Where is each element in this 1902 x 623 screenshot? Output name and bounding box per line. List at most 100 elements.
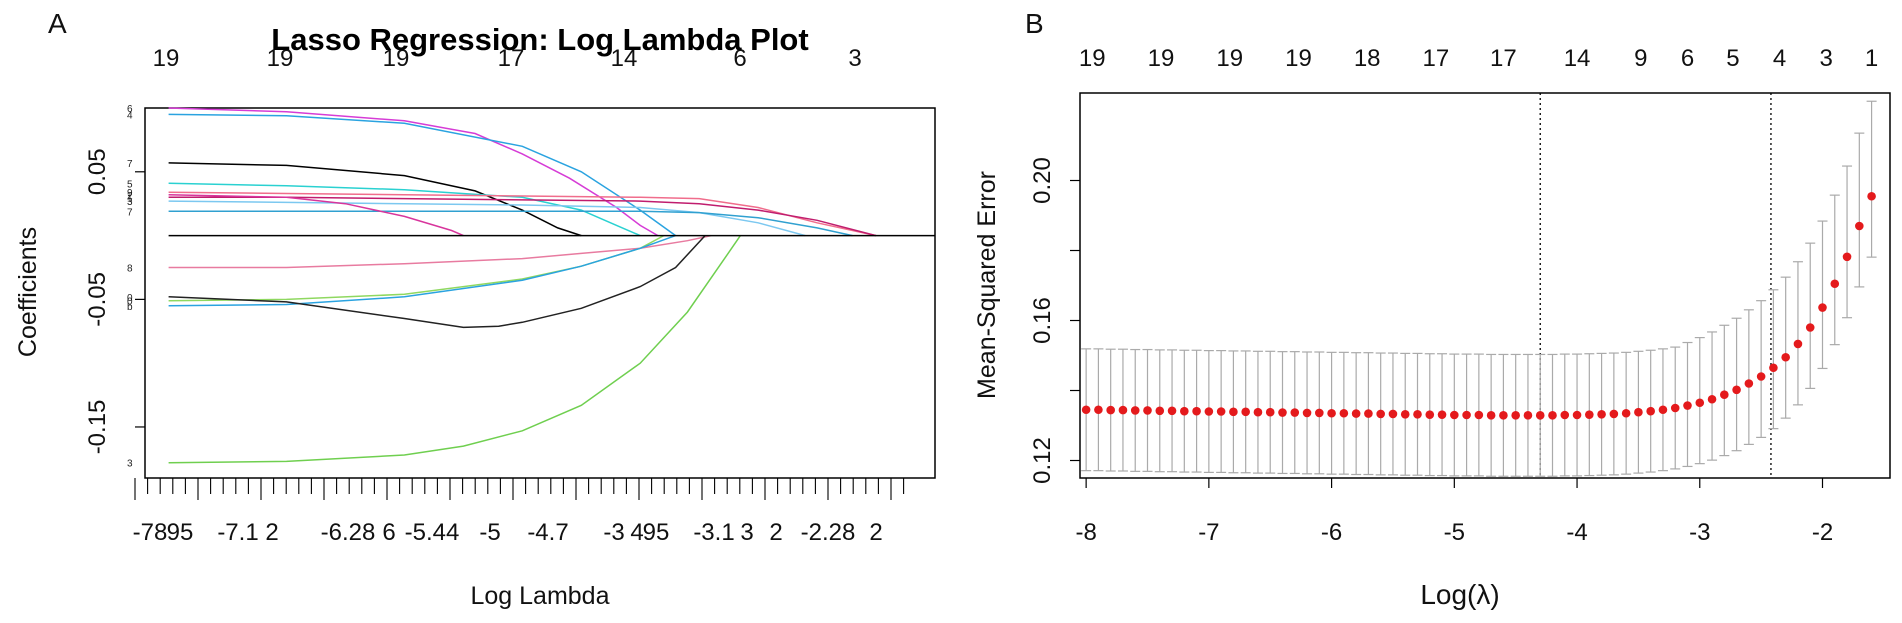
mse-point-26 (1400, 410, 1410, 419)
mse-point-24 (1376, 409, 1385, 419)
coef-path-label-5: 1 (127, 193, 133, 204)
coef-path-0 (168, 107, 659, 237)
mse-point-21 (1339, 408, 1349, 418)
plot-frame-b (1079, 92, 1891, 479)
mse-point-33 (1486, 411, 1496, 420)
x-axis-label-a: Log Lambda (470, 582, 609, 610)
coef-path-13 (168, 235, 742, 464)
top-axis-label-b-6: 17 (1490, 45, 1517, 72)
mse-point-56 (1769, 363, 1778, 373)
y-axis-label-b: Mean-Squared Error (973, 171, 1001, 399)
coef-path-9 (168, 234, 712, 269)
mse-point-32 (1474, 410, 1484, 420)
coef-path-label-10: 0 (127, 297, 133, 308)
mse-point-39 (1560, 410, 1570, 420)
coef-path-label-11: b (127, 302, 133, 313)
coef-path-5 (168, 196, 877, 237)
top-axis-label-a-4: 14 (611, 45, 638, 72)
x-axis-label-b: Log(λ) (1420, 579, 1499, 610)
mse-point-10 (1204, 407, 1214, 416)
top-axis-label-a-0: 19 (153, 45, 180, 72)
top-axis-label-b-12: 3 (1820, 45, 1833, 72)
mse-point-58 (1793, 339, 1803, 349)
mse-point-23 (1364, 409, 1373, 418)
mse-point-30 (1450, 410, 1459, 420)
mse-point-35 (1511, 411, 1520, 420)
x-tick-label-a-11: 95 (643, 519, 670, 546)
mse-point-45 (1634, 407, 1643, 417)
x-tick-label-a-7: -5 (479, 519, 500, 546)
top-axis-label-b-8: 9 (1634, 45, 1647, 72)
y-tick-label-b-0: 0.12 (1029, 437, 1056, 484)
top-axis-label-b-4: 18 (1354, 45, 1381, 72)
x-tick-label-b-0: -8 (1075, 519, 1096, 546)
coef-path-label-0: 6 (127, 104, 133, 115)
mse-point-4 (1130, 406, 1140, 415)
chart-title-a: Lasso Regression: Log Lambda Plot (271, 22, 808, 57)
coef-path-2 (168, 162, 582, 237)
x-tick-label-a-6: -5.44 (405, 519, 460, 546)
panel-label-b: B (1025, 8, 1044, 39)
mse-point-54 (1744, 379, 1754, 388)
mse-point-18 (1302, 408, 1312, 418)
x-tick-label-a-4: -6.28 (321, 519, 376, 546)
mse-point-47 (1658, 405, 1668, 415)
x-tick-label-a-8: -4.7 (527, 519, 568, 546)
mse-point-55 (1756, 372, 1766, 381)
mse-point-13 (1241, 407, 1250, 417)
mse-point-1 (1094, 405, 1103, 415)
mse-point-59 (1805, 323, 1815, 332)
top-axis-label-a-2: 19 (383, 45, 410, 72)
y-tick-label-a-1: -0.05 (84, 272, 111, 327)
y-axis-label-a: Coefficients (14, 227, 42, 357)
mse-point-48 (1670, 403, 1680, 413)
mse-point-44 (1621, 408, 1631, 418)
top-axis-label-a-1: 19 (267, 45, 294, 72)
mse-point-38 (1548, 411, 1557, 420)
coef-path-label-13: 3 (127, 459, 133, 470)
x-tick-label-a-16: 2 (869, 519, 882, 546)
mse-point-51 (1707, 394, 1717, 404)
mse-point-40 (1572, 410, 1582, 420)
y-tick-label-a-2: -0.15 (84, 400, 111, 455)
coef-path-label-7: 7 (127, 207, 133, 218)
mse-point-61 (1830, 279, 1840, 289)
mse-point-16 (1278, 408, 1287, 417)
mse-point-57 (1781, 352, 1790, 362)
mse-point-50 (1695, 398, 1705, 408)
coef-path-label-3: 5 (127, 179, 133, 190)
x-tick-label-a-3: 2 (265, 519, 278, 546)
mse-point-63 (1855, 221, 1864, 231)
coef-path-label-1: 4 (127, 110, 133, 121)
mse-point-9 (1192, 406, 1201, 416)
mse-point-53 (1732, 385, 1741, 395)
coef-path-label-12: 0 (127, 293, 133, 304)
x-tick-label-b-3: -5 (1444, 519, 1465, 546)
mse-point-14 (1253, 407, 1263, 417)
mse-point-41 (1585, 410, 1594, 419)
coef-path-label-9: 8 (127, 263, 133, 274)
mse-point-22 (1351, 409, 1361, 418)
top-axis-label-b-13: 1 (1865, 45, 1878, 72)
mse-point-11 (1216, 407, 1226, 416)
mse-point-62 (1842, 252, 1852, 262)
x-tick-label-b-6: -2 (1812, 519, 1833, 546)
panel-label-a: A (48, 8, 67, 39)
x-tick-label-b-4: -4 (1566, 519, 1587, 546)
x-tick-label-a-9: -3 (603, 519, 624, 546)
mse-point-52 (1720, 390, 1729, 400)
top-axis-label-a-3: 17 (498, 45, 525, 72)
mse-point-49 (1683, 401, 1692, 410)
coef-path-8 (168, 194, 464, 237)
y-tick-label-b-2: 0.20 (1029, 157, 1056, 204)
y-tick-label-b-1: 0.16 (1029, 297, 1056, 344)
top-axis-label-b-0: 19 (1079, 45, 1106, 72)
coef-path-3 (168, 182, 641, 237)
mse-point-34 (1499, 411, 1508, 420)
top-axis-label-a-5: 6 (733, 45, 746, 72)
mse-point-28 (1425, 410, 1435, 419)
plot-frame-a (144, 107, 936, 479)
coef-path-6 (168, 200, 806, 237)
mse-point-17 (1290, 408, 1300, 417)
